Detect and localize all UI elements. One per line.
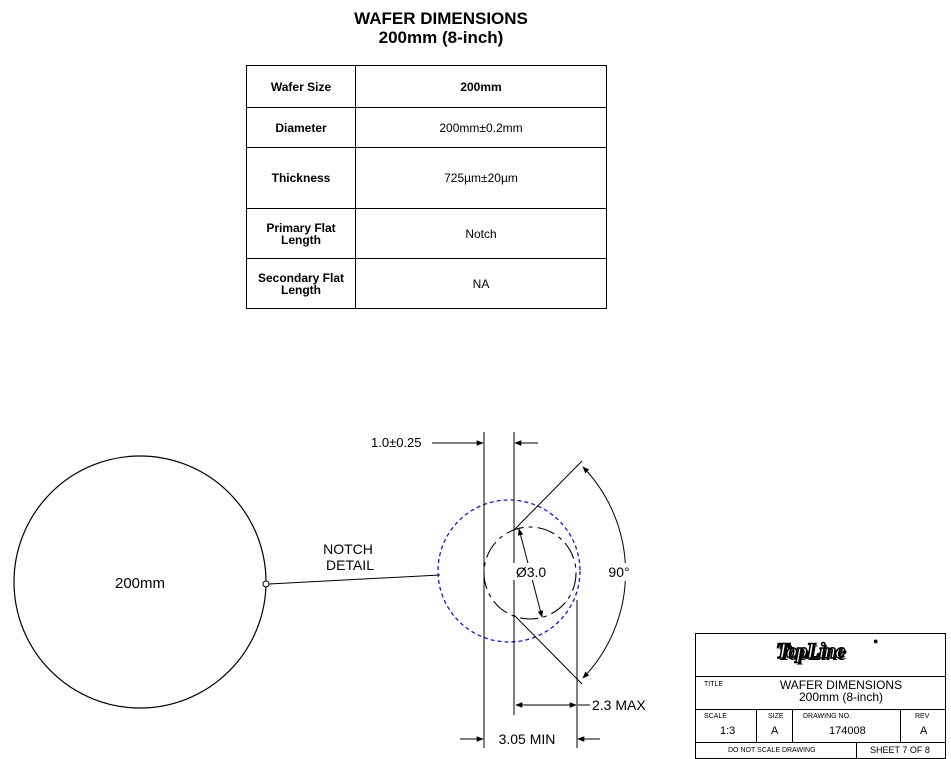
angle-label: 90°	[608, 564, 629, 580]
notch-edge-lower	[513, 614, 583, 685]
page-title: WAFER DIMENSIONS 200mm (8-inch)	[0, 9, 882, 47]
min-label-bg	[492, 729, 562, 747]
wafer-size-label: 200mm	[115, 575, 165, 592]
notch-width-label: 1.0±0.25	[371, 435, 422, 450]
angle-label-bg	[604, 563, 634, 581]
notch-edge-upper	[513, 460, 583, 531]
title-block-line-1: WAFER DIMENSIONS	[779, 678, 903, 692]
spec-value: NA	[355, 258, 607, 309]
logo-area: TopLine ●	[696, 634, 945, 677]
company-logo: TopLine	[775, 637, 846, 664]
scale-cell: SCALE 1:3	[696, 710, 757, 743]
scale-label: SCALE	[704, 713, 727, 720]
do-not-scale-note: DO NOT SCALE DRAWING	[728, 747, 816, 754]
spec-label: Diameter	[246, 107, 356, 148]
drawing-number-label: DRAWING NO.	[803, 713, 851, 720]
depth-label: 2.3 MAX	[592, 697, 646, 713]
notch-detail-label-1: NOTCH	[323, 541, 373, 557]
registered-mark-icon: ●	[873, 636, 879, 646]
scale-value: 1:3	[720, 725, 736, 737]
spec-label: Wafer Size	[246, 65, 356, 108]
size-label: SIZE	[768, 713, 784, 720]
spec-value: 725µm±20µm	[355, 147, 607, 209]
title-cell: TITLE WAFER DIMENSIONS 200mm (8-inch)	[696, 677, 945, 710]
spec-value: 200mm±0.2mm	[355, 107, 607, 148]
min-label: 3.05 MIN	[499, 731, 556, 747]
detail-circle	[437, 499, 581, 643]
table-row: Secondary Flat Length NA	[246, 258, 607, 309]
table-row: Thickness 725µm±20µm	[246, 147, 607, 209]
pin-diameter-label: Ø3.0	[516, 564, 547, 580]
revision-label: REV	[915, 713, 930, 720]
spec-label: Secondary Flat Length	[246, 258, 356, 309]
drawing-number-cell: DRAWING NO. 174008	[793, 710, 901, 743]
sheet-number: SHEET 7 OF 8	[870, 745, 930, 755]
wafer-specs-table: Wafer Size 200mm Diameter 200mm±0.2mm Th…	[246, 65, 607, 309]
pin-diameter-label-bg	[512, 563, 550, 580]
sheet-cell: SHEET 7 OF 8	[857, 743, 945, 759]
note-cell: DO NOT SCALE DRAWING	[696, 743, 857, 759]
spec-label: Primary Flat Length	[246, 208, 356, 259]
title-field-label: TITLE	[704, 681, 724, 688]
size-value: A	[771, 725, 779, 737]
detail-leader-line	[268, 574, 441, 585]
title-field-value: WAFER DIMENSIONS 200mm (8-inch)	[746, 679, 936, 703]
notch-marker	[262, 580, 270, 588]
title-block: TopLine ● TITLE WAFER DIMENSIONS 200mm (…	[695, 633, 946, 759]
size-cell: SIZE A	[757, 710, 793, 743]
table-row: Diameter 200mm±0.2mm	[246, 107, 607, 148]
spec-label: Thickness	[246, 147, 356, 209]
table-row: Primary Flat Length Notch	[246, 208, 607, 259]
revision-value: A	[920, 725, 928, 737]
title-line-1: WAFER DIMENSIONS	[354, 9, 528, 28]
title-line-2: 200mm (8-inch)	[378, 28, 504, 47]
notch-pin-circle	[483, 526, 577, 620]
revision-cell: REV A	[901, 710, 945, 743]
drawing-number-value: 174008	[829, 725, 866, 737]
title-block-line-2: 200mm (8-inch)	[798, 690, 884, 704]
notch-detail-label-2: DETAIL	[326, 557, 374, 573]
